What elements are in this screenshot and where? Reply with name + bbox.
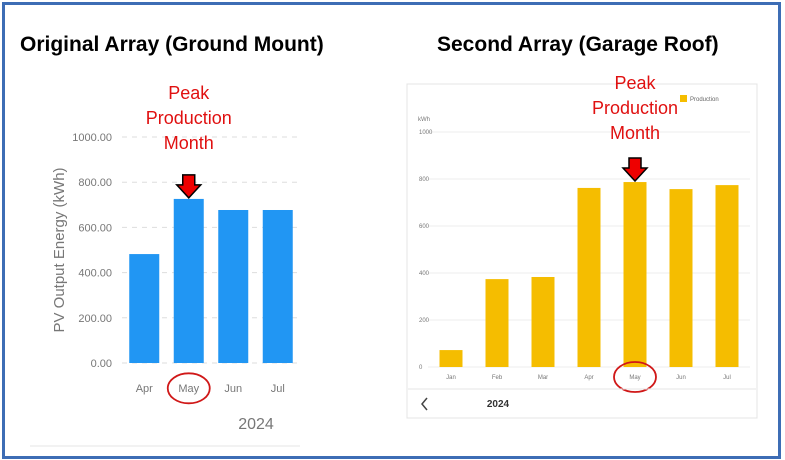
y-tick-label: 400.00 [78, 268, 112, 280]
bar-Feb [485, 279, 509, 367]
x-tick-label: Mar [538, 375, 548, 381]
y-tick-label: 800 [419, 177, 430, 183]
x-axis-year: 2024 [487, 399, 510, 410]
x-axis-year: 2024 [238, 416, 274, 433]
y-tick-label: 800.00 [78, 177, 112, 189]
x-tick-label: Jun [676, 375, 686, 381]
bar-Jul [262, 209, 293, 363]
y-tick-label: 600.00 [78, 222, 112, 234]
x-tick-label: Apr [584, 375, 593, 381]
highlight-circle [166, 372, 211, 405]
bar-Jun [218, 209, 249, 363]
legend-label: Production [690, 97, 719, 103]
x-tick-label: Jul [723, 375, 731, 381]
legend-swatch [680, 95, 687, 102]
annotation-text: Peak [614, 73, 656, 93]
y-axis-label: kWh [418, 117, 430, 123]
y-tick-label: 1000 [419, 130, 433, 136]
x-tick-label: May [178, 383, 199, 395]
x-tick-label: May [629, 375, 640, 381]
arrow-down-icon [621, 157, 649, 183]
y-tick-label: 0.00 [91, 358, 112, 370]
bar-Jan [439, 350, 463, 367]
bar-Apr [129, 254, 160, 363]
bar-May [623, 182, 647, 367]
x-tick-label: Jan [446, 375, 456, 381]
bar-Jun [669, 189, 693, 367]
highlight-circle [613, 361, 657, 393]
annotation-text: Month [164, 133, 214, 153]
x-tick-label: Feb [492, 375, 503, 381]
annotation-text: Production [592, 98, 678, 118]
y-tick-label: 0 [419, 365, 423, 371]
bar-May [173, 198, 204, 363]
left-chart-title: Original Array (Ground Mount) [20, 33, 324, 56]
arrow-down-icon [175, 174, 203, 200]
x-tick-label: Apr [136, 383, 153, 395]
annotation-text: Production [146, 108, 232, 128]
y-tick-label: 200 [419, 318, 430, 324]
bar-Apr [577, 187, 601, 367]
y-tick-label: 400 [419, 271, 430, 277]
annotation-text: Month [610, 123, 660, 143]
y-tick-label: 1000.00 [72, 132, 112, 144]
bar-Jul [715, 185, 739, 367]
annotation-text: Peak [168, 83, 210, 103]
right-chart-title: Second Array (Garage Roof) [437, 33, 719, 56]
y-tick-label: 200.00 [78, 313, 112, 325]
chevron-left-icon[interactable] [421, 397, 428, 411]
x-tick-label: Jul [271, 383, 285, 395]
y-tick-label: 600 [419, 224, 430, 230]
y-axis-label: PV Output Energy (kWh) [51, 167, 68, 332]
x-tick-label: Jun [224, 383, 242, 395]
bar-Mar [531, 276, 555, 367]
